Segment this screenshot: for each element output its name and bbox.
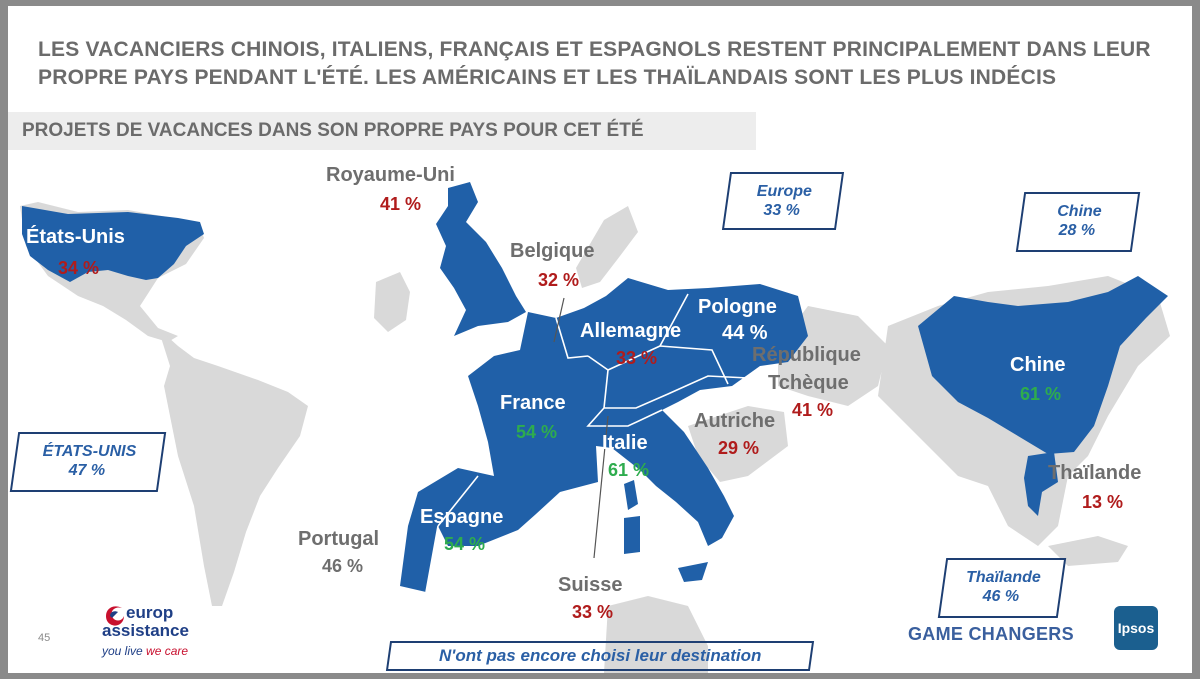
undecided-note-box: N'ont pas encore choisi leur destination: [385, 641, 815, 671]
label-czech-value: 41 %: [792, 400, 834, 420]
ipsos-logo: Ipsos: [1114, 606, 1158, 650]
undecided-thailand-value: 46 %: [982, 588, 1020, 605]
south-america-land: [158, 328, 308, 606]
label-usa-name: États-Unis: [26, 226, 125, 248]
brand-tagline: you live we care: [102, 644, 188, 658]
world-map: [20, 182, 1170, 673]
brand-tagline-2: we care: [146, 644, 189, 658]
label-france-value: 54 %: [516, 422, 558, 442]
undecided-china-value: 28 %: [1058, 222, 1096, 239]
europ-assistance-logo: europ assistance you live we care: [102, 602, 192, 668]
indonesia-land: [1048, 536, 1128, 566]
usa-shape: [22, 206, 204, 282]
undecided-thailand-name: Thaïlande: [966, 569, 1041, 586]
europ-assistance-swirl-icon: [106, 606, 124, 626]
label-china-name: Chine: [1010, 354, 1066, 376]
label-switzerland-value: 33 %: [572, 602, 614, 622]
label-belgium-value: 32 %: [538, 270, 580, 290]
ireland-land: [374, 272, 410, 332]
sardinia-shape: [624, 516, 640, 554]
brand-tagline-1: you live: [102, 644, 143, 658]
sicily-shape: [678, 562, 708, 582]
label-thailand-name: Thaïlande: [1048, 462, 1142, 484]
subtitle-bar: [8, 112, 756, 150]
undecided-usa-name: ÉTATS-UNIS: [42, 443, 137, 460]
page-number: 45: [38, 632, 51, 644]
label-italy-name: Italie: [602, 432, 648, 454]
africa-land: [604, 596, 708, 673]
slide: LES VACANCIERS CHINOIS, ITALIENS, FRANÇA…: [8, 6, 1192, 673]
label-poland-value: 44 %: [722, 322, 768, 344]
undecided-usa-value: 47 %: [68, 462, 106, 479]
undecided-china-box: Chine 28 %: [1015, 192, 1141, 252]
label-belgium-name: Belgique: [510, 240, 595, 262]
subtitle: PROJETS DE VACANCES DANS SON PROPRE PAYS…: [22, 120, 644, 141]
brand-line-1: europ: [126, 603, 174, 622]
label-portugal-name: Portugal: [298, 528, 380, 550]
label-spain-value: 54 %: [444, 534, 486, 554]
label-china-value: 61 %: [1020, 384, 1062, 404]
label-poland-name: Pologne: [698, 296, 777, 318]
undecided-europe-name: Europe: [756, 183, 812, 200]
balkans-land: [688, 406, 788, 482]
label-czech-name-1: République: [752, 344, 861, 366]
label-italy-value: 61 %: [608, 460, 650, 480]
europe-shape: [400, 278, 808, 592]
scandinavia-land: [576, 206, 638, 288]
undecided-usa-box: ÉTATS-UNIS 47 %: [9, 432, 167, 492]
undecided-europe-value: 33 %: [763, 202, 800, 219]
undecided-note: N'ont pas encore choisi leur destination: [438, 646, 762, 665]
label-germany-value: 33 %: [616, 348, 658, 368]
undecided-china-name: Chine: [1057, 203, 1102, 220]
label-thailand-value: 13 %: [1082, 492, 1124, 512]
switzerland-leader: [593, 415, 609, 559]
label-france-name: France: [500, 392, 566, 414]
slide-title: LES VACANCIERS CHINOIS, ITALIENS, FRANÇA…: [38, 38, 1151, 89]
label-czech-name-2: Tchèque: [768, 372, 849, 394]
brand-line-2: assistance: [102, 621, 189, 640]
label-germany-name: Allemagne: [580, 320, 682, 342]
label-uk-value: 41 %: [380, 194, 422, 214]
label-switzerland-name: Suisse: [558, 574, 623, 596]
undecided-europe-box: Europe 33 %: [721, 172, 845, 230]
corsica-shape: [624, 480, 638, 510]
label-uk-name: Royaume-Uni: [326, 164, 455, 186]
europe-borders: [425, 293, 749, 593]
label-portugal-value: 46 %: [322, 556, 364, 576]
label-spain-name: Espagne: [420, 506, 504, 528]
label-austria-value: 29 %: [718, 438, 760, 458]
thailand-shape: [1024, 452, 1058, 516]
label-austria-name: Autriche: [694, 410, 776, 432]
uk-shape: [436, 182, 526, 336]
china-shape: [918, 276, 1168, 454]
label-usa-value: 34 %: [58, 258, 100, 278]
game-changers-text: GAME CHANGERS: [908, 624, 1074, 644]
belgium-leader: [553, 297, 565, 343]
undecided-thailand-box: Thaïlande 46 %: [937, 558, 1067, 618]
